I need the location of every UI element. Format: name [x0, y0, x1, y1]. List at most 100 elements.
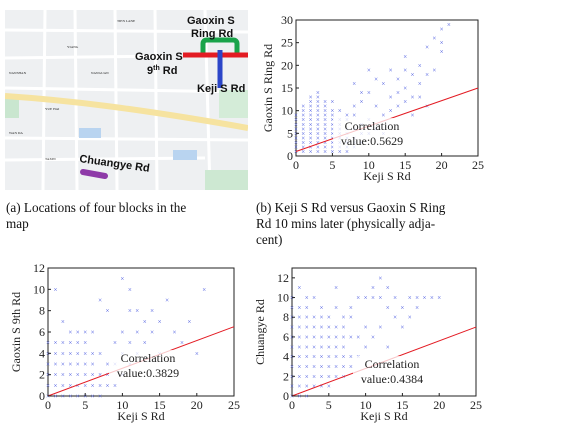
correlation-annotation: Correlation: [365, 357, 420, 371]
data-point: ×: [301, 148, 305, 156]
data-point: ×: [319, 333, 323, 341]
data-point: ×: [389, 66, 393, 74]
data-point: ×: [323, 130, 327, 138]
x-tick-label: 20: [433, 398, 445, 412]
data-point: ×: [98, 297, 102, 305]
data-point: ×: [403, 53, 407, 61]
data-point: ×: [294, 130, 298, 138]
data-point: ×: [68, 371, 72, 379]
data-point: ×: [415, 294, 419, 302]
data-point: ×: [319, 383, 323, 391]
data-point: ×: [120, 275, 124, 283]
data-point: ×: [338, 148, 342, 156]
data-point: ×: [319, 304, 323, 312]
correlation-annotation: Correlation: [121, 351, 176, 365]
data-point: ×: [290, 343, 294, 351]
y-tick-label: 15: [281, 81, 293, 95]
y-tick-label: 0: [287, 149, 293, 163]
data-point: ×: [342, 314, 346, 322]
data-point: ×: [61, 371, 65, 379]
y-tick-label: 20: [281, 58, 293, 72]
y-tick-label: 5: [287, 126, 293, 140]
data-point: ×: [120, 329, 124, 337]
data-point: ×: [378, 274, 382, 282]
data-point: ×: [440, 48, 444, 56]
data-point: ×: [294, 139, 298, 147]
data-point: ×: [411, 71, 415, 79]
data-point: ×: [319, 314, 323, 322]
svg-text:TAXIN: TAXIN: [45, 157, 56, 161]
data-point: ×: [305, 393, 309, 401]
data-point: ×: [309, 116, 313, 124]
label-keji: Keji S Rd: [197, 83, 245, 95]
data-point: ×: [408, 314, 412, 322]
data-point: ×: [46, 339, 50, 347]
data-point: ×: [323, 116, 327, 124]
x-tick-label: 0: [289, 398, 295, 412]
y-tick-label: 2: [39, 368, 45, 382]
data-point: ×: [356, 294, 360, 302]
data-point: ×: [371, 284, 375, 292]
y-tick-label: 8: [283, 310, 289, 324]
data-point: ×: [91, 361, 95, 369]
data-point: ×: [202, 286, 206, 294]
svg-text:YUE HAI: YUE HAI: [45, 107, 60, 111]
data-point: ×: [301, 134, 305, 142]
data-point: ×: [309, 112, 313, 120]
y-tick-label: 12: [33, 262, 45, 275]
correlation-annotation: value:0.3829: [117, 366, 179, 380]
data-point: ×: [316, 107, 320, 115]
data-point: ×: [316, 112, 320, 120]
data-point: ×: [312, 373, 316, 381]
data-point: ×: [294, 134, 298, 142]
data-point: ×: [330, 116, 334, 124]
label-gaoxin-9th-2: 9th Rd: [147, 65, 177, 77]
data-point: ×: [91, 371, 95, 379]
data-point: ×: [400, 304, 404, 312]
data-point: ×: [312, 294, 316, 302]
data-point: ×: [330, 112, 334, 120]
svg-text:YIANG: YIANG: [67, 45, 79, 49]
data-point: ×: [330, 107, 334, 115]
data-point: ×: [349, 314, 353, 322]
data-point: ×: [386, 284, 390, 292]
data-point: ×: [312, 363, 316, 371]
map-image: TIEN LANE YIANG NANSHAN NANGUAN YUE HAI …: [4, 9, 249, 191]
data-point: ×: [330, 121, 334, 129]
data-point: ×: [290, 333, 294, 341]
data-point: ×: [113, 382, 117, 390]
data-point: ×: [425, 103, 429, 111]
data-point: ×: [345, 112, 349, 120]
data-point: ×: [403, 98, 407, 106]
data-point: ×: [327, 314, 331, 322]
data-point: ×: [316, 148, 320, 156]
data-point: ×: [312, 343, 316, 351]
data-point: ×: [143, 339, 147, 347]
data-point: ×: [367, 66, 371, 74]
data-point: ×: [364, 294, 368, 302]
data-point: ×: [309, 134, 313, 142]
data-point: ×: [305, 373, 309, 381]
svg-text:WAN DA: WAN DA: [9, 131, 23, 135]
data-point: ×: [46, 350, 50, 358]
data-point: ×: [91, 329, 95, 337]
data-point: ×: [342, 353, 346, 361]
data-point: ×: [415, 304, 419, 312]
data-point: ×: [106, 307, 110, 315]
data-point: ×: [378, 294, 382, 302]
data-point: ×: [349, 333, 353, 341]
x-tick-label: 5: [326, 398, 332, 412]
data-point: ×: [334, 284, 338, 292]
data-point: ×: [150, 307, 154, 315]
svg-text:NANGUAN: NANGUAN: [91, 71, 109, 75]
data-point: ×: [297, 383, 301, 391]
data-point: ×: [305, 333, 309, 341]
data-point: ×: [425, 71, 429, 79]
data-point: ×: [352, 80, 356, 88]
y-tick-label: 6: [283, 330, 289, 344]
data-point: ×: [418, 62, 422, 70]
y-tick-label: 4: [283, 350, 289, 364]
data-point: ×: [334, 324, 338, 332]
chart-c: ××××××××××××××××××××××××××××××××××××××××…: [9, 262, 240, 423]
data-point: ×: [297, 324, 301, 332]
